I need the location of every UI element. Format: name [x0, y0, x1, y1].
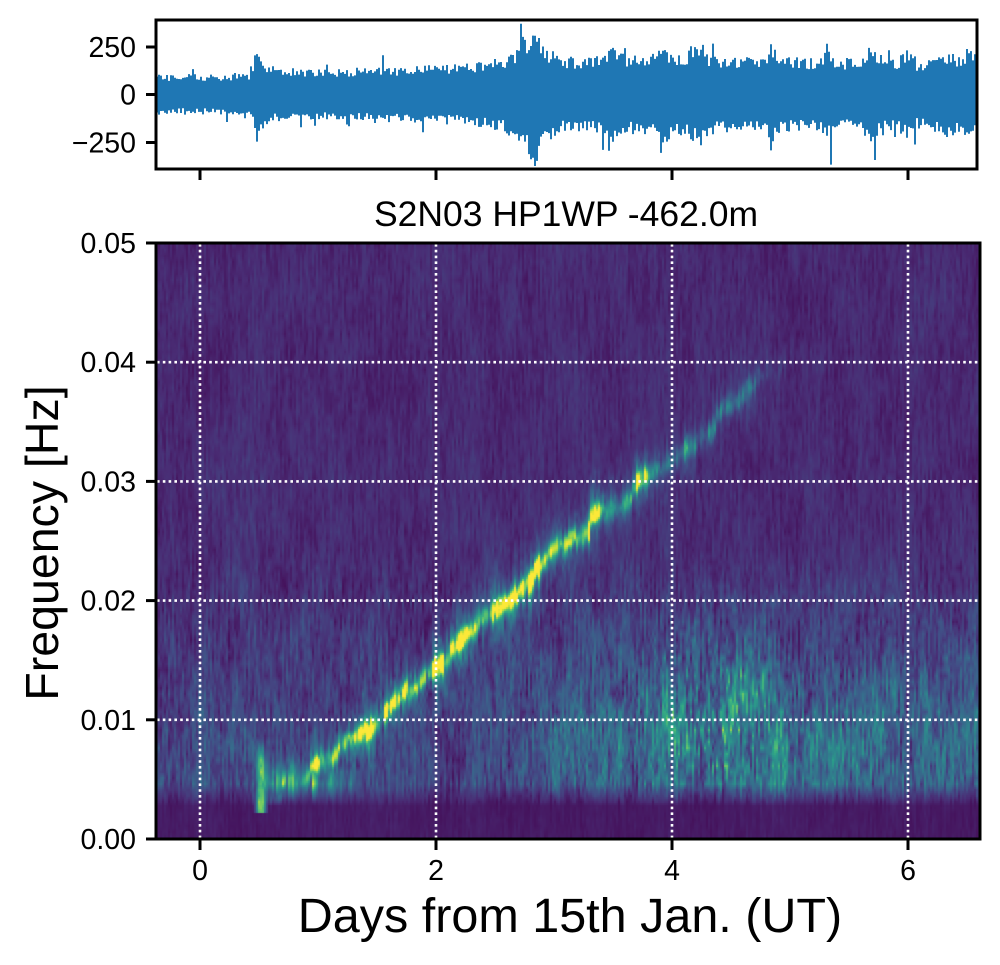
svg-text:Days from 15th Jan. (UT): Days from 15th Jan. (UT)	[298, 889, 842, 943]
svg-text:0.01: 0.01	[81, 705, 136, 737]
svg-text:6: 6	[900, 855, 916, 887]
svg-text:−250: −250	[72, 128, 136, 160]
svg-text:S2N03 HP1WP -462.0m: S2N03 HP1WP -462.0m	[374, 194, 758, 234]
svg-text:0.00: 0.00	[81, 824, 136, 856]
svg-text:0.04: 0.04	[81, 347, 137, 379]
svg-text:250: 250	[88, 32, 136, 64]
svg-text:Frequency [Hz]: Frequency [Hz]	[16, 385, 68, 700]
svg-text:0.05: 0.05	[81, 228, 136, 260]
svg-text:0: 0	[120, 80, 136, 112]
svg-text:0: 0	[192, 855, 208, 887]
svg-text:4: 4	[664, 855, 680, 887]
svg-text:2: 2	[428, 855, 444, 887]
svg-text:0.03: 0.03	[81, 466, 136, 498]
svg-text:0.02: 0.02	[81, 586, 136, 618]
